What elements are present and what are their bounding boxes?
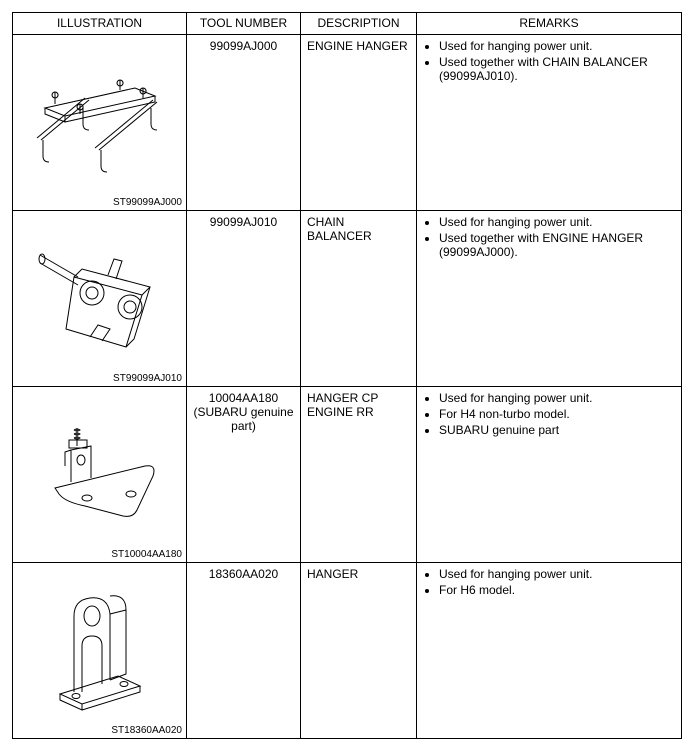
- tool-note: (SUBARU genuine part): [193, 405, 294, 433]
- description-cell: ENGINE HANGER: [301, 35, 417, 211]
- remark-item: SUBARU genuine part: [439, 423, 675, 437]
- table-row: ST99099AJ000 99099AJ000 ENGINE HANGER Us…: [13, 35, 682, 211]
- table-row: ST10004AA180 10004AA180 (SUBARU genuine …: [13, 387, 682, 563]
- description-cell: CHAIN BALANCER: [301, 211, 417, 387]
- illustration-label: ST99099AJ000: [113, 197, 182, 208]
- remark-item: Used for hanging power unit.: [439, 215, 675, 229]
- description-cell: HANGER CP ENGINE RR: [301, 387, 417, 563]
- header-row: ILLUSTRATION TOOL NUMBER DESCRIPTION REM…: [13, 13, 682, 35]
- description-cell: HANGER: [301, 563, 417, 739]
- engine-hanger-icon: [13, 35, 186, 210]
- illustration-cell: ST99099AJ000: [13, 35, 187, 211]
- tool-number-cell: 10004AA180 (SUBARU genuine part): [187, 387, 301, 563]
- remark-item: For H6 model.: [439, 583, 675, 597]
- hanger-cp-engine-rr-icon: [13, 387, 186, 562]
- remark-item: Used together with CHAIN BALANCER (99099…: [439, 55, 675, 83]
- remarks-cell: Used for hanging power unit. For H4 non-…: [417, 387, 682, 563]
- illustration-cell: ST18360AA020: [13, 563, 187, 739]
- tool-number: 99099AJ010: [193, 215, 294, 229]
- header-description: DESCRIPTION: [301, 13, 417, 35]
- remarks-cell: Used for hanging power unit. Used togeth…: [417, 211, 682, 387]
- table-row: ST99099AJ010 99099AJ010 CHAIN BALANCER U…: [13, 211, 682, 387]
- header-tool-number: TOOL NUMBER: [187, 13, 301, 35]
- remarks-cell: Used for hanging power unit. For H6 mode…: [417, 563, 682, 739]
- remarks-list: Used for hanging power unit. Used togeth…: [423, 215, 675, 259]
- remarks-list: Used for hanging power unit. Used togeth…: [423, 39, 675, 83]
- remarks-cell: Used for hanging power unit. Used togeth…: [417, 35, 682, 211]
- illustration-cell: ST10004AA180: [13, 387, 187, 563]
- illustration-label: ST99099AJ010: [113, 373, 182, 384]
- tool-number: 10004AA180: [193, 391, 294, 405]
- remark-item: Used for hanging power unit.: [439, 391, 675, 405]
- chain-balancer-icon: [13, 211, 186, 386]
- table-row: ST18360AA020 18360AA020 HANGER Used for …: [13, 563, 682, 739]
- remark-item: Used together with ENGINE HANGER (99099A…: [439, 231, 675, 259]
- illustration-cell: ST99099AJ010: [13, 211, 187, 387]
- remark-item: Used for hanging power unit.: [439, 39, 675, 53]
- tools-table: ILLUSTRATION TOOL NUMBER DESCRIPTION REM…: [12, 12, 682, 739]
- remark-item: Used for hanging power unit.: [439, 567, 675, 581]
- tool-number-cell: 99099AJ010: [187, 211, 301, 387]
- illustration-label: ST18360AA020: [111, 725, 182, 736]
- header-remarks: REMARKS: [417, 13, 682, 35]
- illustration-label: ST10004AA180: [111, 549, 182, 560]
- header-illustration: ILLUSTRATION: [13, 13, 187, 35]
- tool-number: 18360AA020: [193, 567, 294, 581]
- tool-number: 99099AJ000: [193, 39, 294, 53]
- tool-number-cell: 99099AJ000: [187, 35, 301, 211]
- hanger-icon: [13, 563, 186, 738]
- remark-item: For H4 non-turbo model.: [439, 407, 675, 421]
- remarks-list: Used for hanging power unit. For H4 non-…: [423, 391, 675, 437]
- remarks-list: Used for hanging power unit. For H6 mode…: [423, 567, 675, 597]
- tool-number-cell: 18360AA020: [187, 563, 301, 739]
